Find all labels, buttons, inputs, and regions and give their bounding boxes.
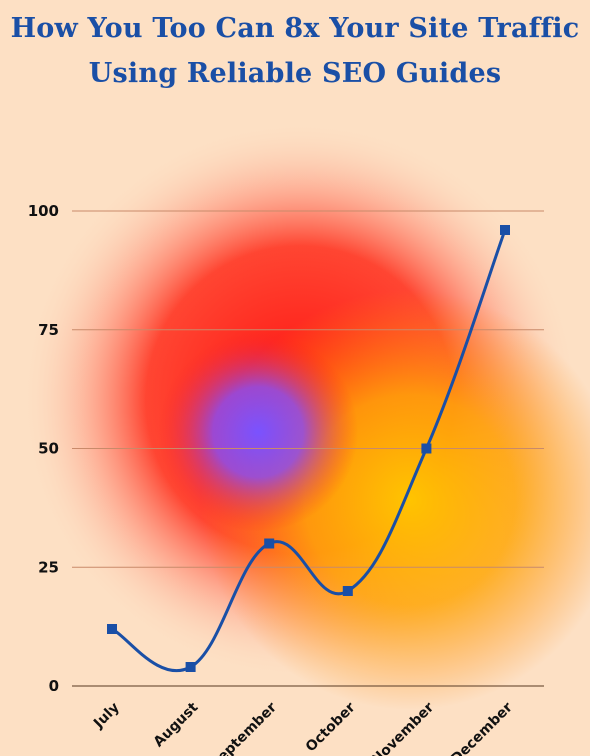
x-tick-label: September: [207, 699, 280, 756]
data-point-september: [264, 538, 275, 549]
x-tick-label: August: [151, 699, 202, 750]
data-point-october: [342, 586, 353, 596]
x-axis: July August September October November Decemb…: [90, 699, 516, 756]
y-axis: 0 25 50 75 100: [28, 202, 59, 695]
chart-title-line-2: Using Reliable SEO Guides: [88, 58, 502, 89]
y-tick-label: 100: [28, 202, 59, 220]
y-tick-label: 25: [38, 558, 59, 576]
chart-title: How You Too Can 8x Your Site Traffic Usi…: [0, 6, 590, 96]
chart-title-line-1: How You Too Can 8x Your Site Traffic: [10, 13, 580, 44]
x-tick-label: July: [90, 700, 123, 733]
series-line-group: [107, 225, 510, 673]
data-point-november: [421, 443, 432, 454]
y-tick-label: 0: [49, 677, 59, 695]
data-point-august: [185, 662, 196, 672]
grid-lines: [72, 210, 544, 687]
y-tick-label: 50: [38, 440, 59, 458]
glow-purple-blob: [158, 332, 358, 532]
y-tick-label: 75: [38, 321, 59, 339]
data-point-july: [107, 624, 117, 634]
x-tick-label: December: [448, 699, 516, 756]
background-glow: [20, 120, 590, 710]
data-point-december: [500, 225, 510, 235]
x-tick-label: October: [303, 699, 359, 755]
